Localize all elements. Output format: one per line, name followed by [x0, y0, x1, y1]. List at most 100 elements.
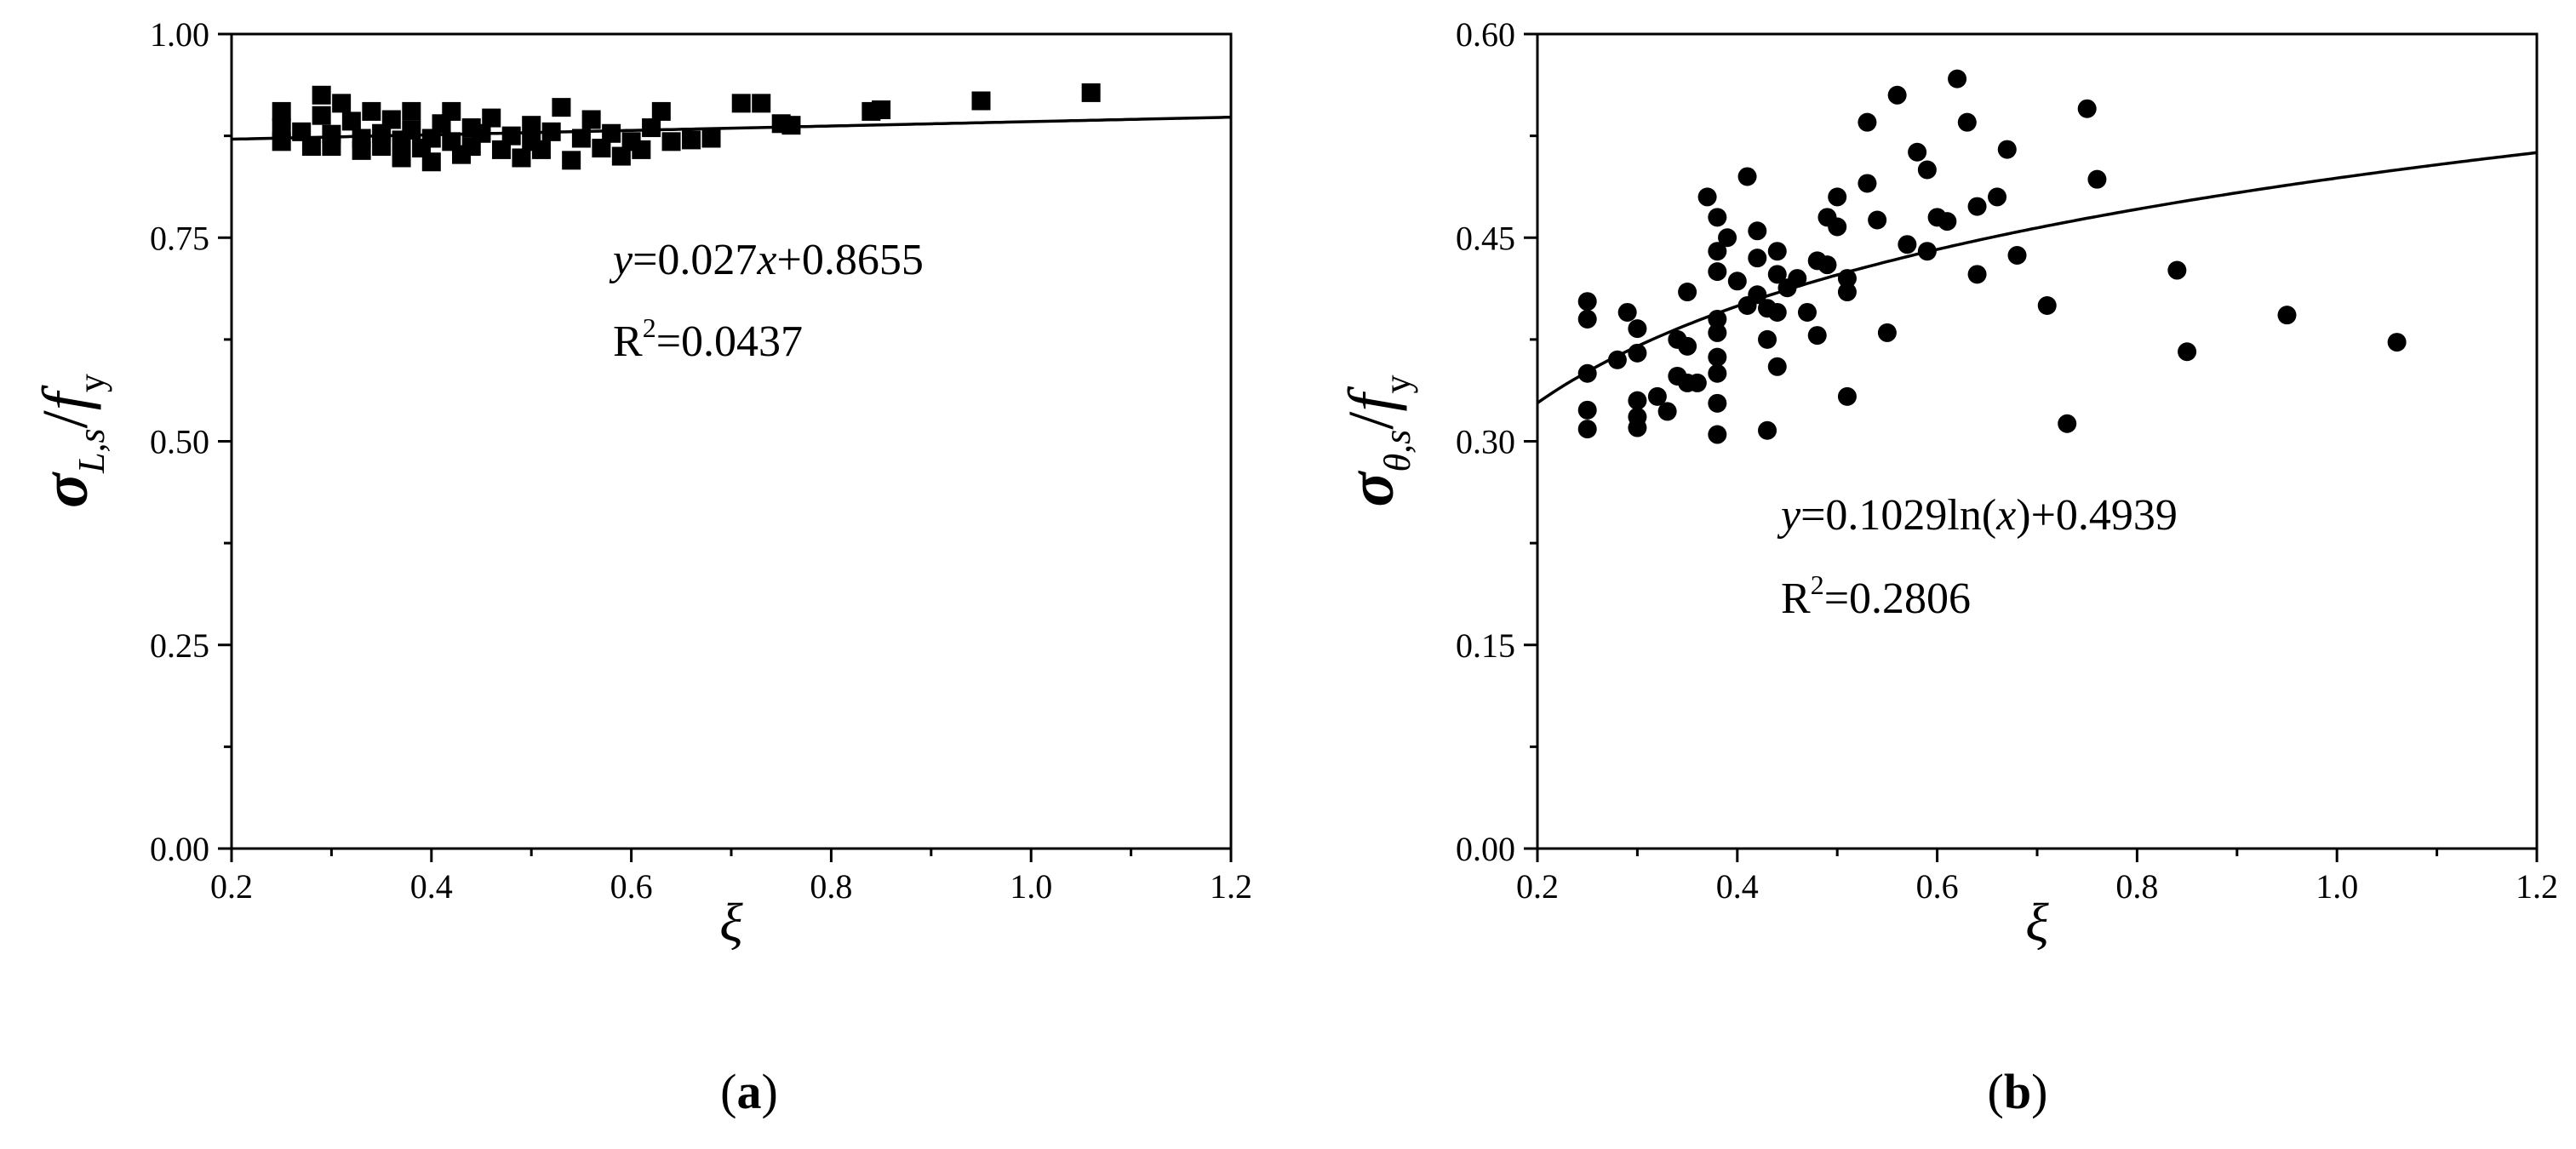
data-point — [1657, 402, 1677, 421]
data-point — [1628, 418, 1647, 437]
data-point — [1708, 347, 1727, 367]
data-point — [362, 101, 381, 121]
chart-b-r2: R2=0.2806 — [1781, 569, 1971, 623]
x-tick-label: 0.8 — [810, 867, 852, 906]
data-point — [1678, 336, 1697, 356]
data-point — [701, 129, 721, 148]
data-point — [522, 116, 541, 135]
y-tick-label: 0.00 — [1456, 830, 1515, 868]
y-tick-label: 0.75 — [150, 219, 209, 257]
data-point — [592, 138, 611, 157]
chart-a-equation: y=0.027x+0.8655 — [609, 236, 924, 284]
data-point — [1837, 386, 1857, 406]
data-point — [1748, 221, 1767, 241]
data-point — [421, 152, 441, 172]
x-tick-label: 0.6 — [1916, 867, 1959, 906]
y-tick-label: 0.15 — [1456, 626, 1515, 665]
data-point — [562, 151, 581, 170]
chart-a-plot-frame — [230, 32, 1233, 850]
data-point — [1577, 420, 1597, 439]
data-point — [1868, 210, 1887, 230]
x-tick-label: 0.4 — [1716, 867, 1759, 906]
data-point — [1837, 283, 1857, 302]
data-point — [512, 148, 531, 168]
data-point — [501, 126, 521, 146]
data-point — [2167, 260, 2187, 280]
data-point — [1967, 197, 1987, 216]
x-tick-label: 0.2 — [210, 867, 253, 906]
chart-b: 0.2 0.4 0.6 0.8 1.0 1.2 0.000.150.300.450.60 … — [1336, 15, 2558, 1119]
data-point — [482, 108, 501, 128]
y-tick-label: 1.00 — [150, 15, 209, 54]
chart-a-y-tick-labels: 0.00 0.25 0.50 0.75 1.00 — [150, 15, 209, 868]
data-point — [1877, 323, 1897, 342]
chart-a-points — [272, 83, 1101, 172]
data-point — [1697, 187, 1717, 207]
data-point — [661, 132, 681, 151]
data-point — [1628, 391, 1647, 410]
data-point — [1858, 112, 1877, 132]
data-point — [312, 85, 331, 105]
y-tick-label: 0.50 — [150, 423, 209, 461]
data-point — [1908, 142, 1927, 162]
chart-b-ticks — [1524, 32, 2539, 862]
data-point — [971, 91, 991, 111]
x-tick-label: 0.2 — [1516, 867, 1559, 906]
data-point — [1938, 212, 1957, 232]
data-point — [1767, 357, 1787, 376]
chart-b-fit-line — [1537, 151, 2538, 404]
data-point — [1617, 302, 1637, 322]
data-point — [1828, 217, 1847, 237]
data-point — [2387, 333, 2407, 352]
data-point — [272, 101, 291, 121]
data-point — [1708, 208, 1727, 227]
chart-a: 0.2 0.4 0.6 0.8 1.0 1.2 0.000.250.500.751.00 … — [30, 15, 1252, 1119]
data-point — [322, 137, 341, 157]
data-point — [752, 94, 771, 113]
data-point — [1898, 235, 1917, 254]
data-point — [1807, 326, 1827, 346]
data-point — [1967, 265, 1987, 284]
chart-a-panel-label: (a) — [720, 1064, 778, 1119]
data-point — [682, 130, 701, 150]
data-point — [531, 140, 551, 159]
data-point — [1767, 265, 1787, 284]
data-point — [272, 132, 291, 151]
y-tick-label: 0.30 — [1456, 423, 1515, 461]
data-point — [1788, 269, 1807, 289]
data-point — [392, 148, 411, 168]
data-point — [632, 140, 651, 159]
data-point — [1708, 363, 1727, 383]
data-point — [1718, 228, 1737, 248]
data-point — [1858, 174, 1877, 193]
data-point — [581, 110, 601, 129]
data-point — [332, 94, 352, 113]
data-point — [1577, 309, 1597, 329]
data-point — [1997, 140, 2017, 159]
data-point — [552, 98, 571, 117]
data-point — [1737, 167, 1757, 186]
chart-a-x-axis-title: ξ — [719, 892, 743, 952]
data-point — [1948, 69, 1967, 89]
x-tick-label: 0.8 — [2115, 867, 2158, 906]
x-tick-label: 0.6 — [610, 867, 653, 906]
data-point — [1727, 272, 1747, 291]
data-point — [2087, 169, 2107, 189]
data-point — [1678, 283, 1697, 302]
data-point — [1577, 292, 1597, 312]
data-point — [1758, 329, 1777, 349]
data-point — [1081, 83, 1101, 102]
chart-b-x-tick-labels: 0.2 0.4 0.6 0.8 1.0 1.2 — [1516, 867, 2558, 906]
x-tick-label: 1.2 — [1210, 867, 1252, 906]
data-point — [1797, 302, 1817, 322]
chart-b-equation: y=0.1029ln(x)+0.4939 — [1777, 491, 2178, 540]
chart-b-points — [1577, 69, 2407, 444]
data-point — [341, 111, 361, 131]
data-point — [1708, 242, 1727, 261]
chart-b-x-axis-title: ξ — [2025, 892, 2049, 952]
chart-a-y-axis-title: σL,s/fy — [30, 374, 112, 508]
data-point — [602, 123, 621, 143]
data-point — [1988, 187, 2007, 207]
data-point — [2077, 99, 2097, 118]
